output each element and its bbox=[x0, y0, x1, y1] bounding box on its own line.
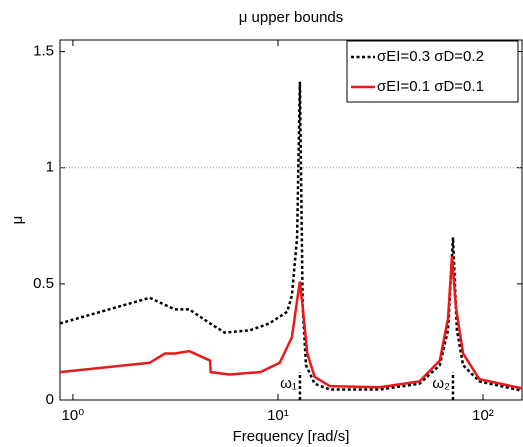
x-axis-label: Frequency [rad/s] bbox=[233, 428, 350, 445]
y-tick-label: 1.5 bbox=[33, 43, 54, 60]
y-tick-label: 1 bbox=[46, 159, 54, 176]
annotation: ω₂ bbox=[432, 375, 450, 392]
x-tick-label: 10¹ bbox=[267, 407, 289, 424]
series-line bbox=[59, 255, 523, 390]
legend-label: σEI=0.3 σD=0.2 bbox=[377, 48, 484, 65]
chart-title: μ upper bounds bbox=[239, 9, 344, 26]
series-line bbox=[59, 81, 523, 392]
y-tick-label: 0 bbox=[46, 391, 54, 408]
y-tick-label: 0.5 bbox=[33, 275, 54, 292]
annotation: ω₁ bbox=[280, 375, 297, 392]
plot-frame bbox=[59, 39, 523, 401]
y-axis-label: μ bbox=[9, 216, 26, 225]
legend-box bbox=[346, 40, 519, 103]
legend-label: σEI=0.1 σD=0.1 bbox=[377, 78, 484, 95]
x-tick-label: 10⁰ bbox=[62, 407, 85, 424]
x-tick-label: 10² bbox=[472, 407, 494, 424]
